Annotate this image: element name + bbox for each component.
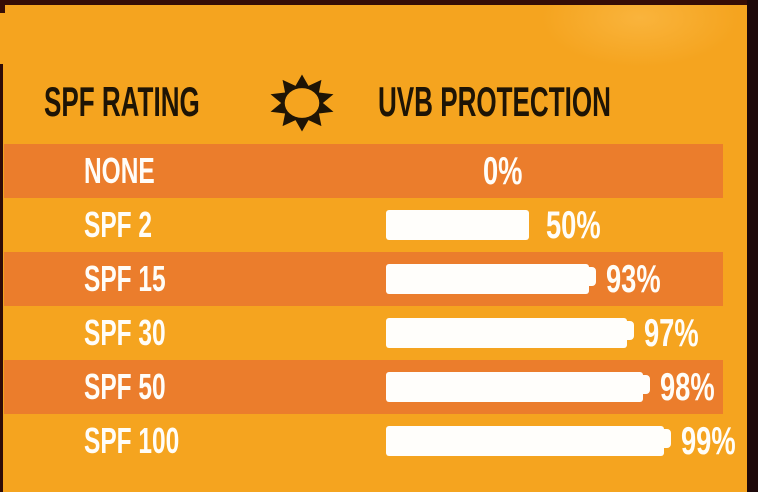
protection-bar (386, 372, 650, 402)
bar-area: 99% (386, 414, 758, 468)
protection-percent: 93% (606, 257, 661, 301)
protection-bar (386, 210, 529, 240)
bar-area: 98% (386, 360, 738, 414)
bar-area: 0% (386, 144, 539, 198)
protection-bar (386, 318, 634, 348)
top-edge-shadow (0, 0, 758, 5)
table-row: SPF 15 93% (0, 252, 758, 306)
bar-area: 93% (386, 252, 684, 306)
table-header: SPF RATING UVB PROTECTION (0, 62, 758, 142)
left-edge-shadow (0, 64, 3, 492)
spf-label: NONE (84, 150, 155, 191)
spf-label: SPF 15 (84, 258, 166, 299)
right-edge-shadow (747, 0, 758, 492)
protection-percent: 98% (660, 365, 715, 409)
bar-area: 50% (386, 198, 624, 252)
protection-bar (386, 264, 596, 294)
uvb-protection-header: UVB PROTECTION (378, 78, 611, 125)
sun-icon (270, 74, 334, 132)
table-row: NONE 0% (0, 144, 758, 198)
table-row: SPF 2 50% (0, 198, 758, 252)
spf-table: NONE 0% SPF 2 50% SPF 15 93% SPF 30 97% SPF 50 98… (0, 144, 758, 468)
spf-label: SPF 30 (84, 312, 166, 353)
protection-bar (386, 426, 671, 456)
table-row: SPF 50 98% (0, 360, 758, 414)
protection-percent: 50% (546, 203, 601, 247)
protection-percent: 0% (483, 149, 523, 193)
spf-label: SPF 100 (84, 420, 180, 461)
top-left-edge-shadow (0, 0, 5, 13)
bar-area: 97% (386, 306, 722, 360)
spf-label: SPF 2 (84, 204, 153, 245)
protection-percent: 99% (681, 419, 736, 463)
spf-label: SPF 50 (84, 366, 166, 407)
table-row: SPF 30 97% (0, 306, 758, 360)
table-row: SPF 100 99% (0, 414, 758, 468)
spf-rating-header: SPF RATING (44, 78, 200, 125)
protection-percent: 97% (644, 311, 699, 355)
